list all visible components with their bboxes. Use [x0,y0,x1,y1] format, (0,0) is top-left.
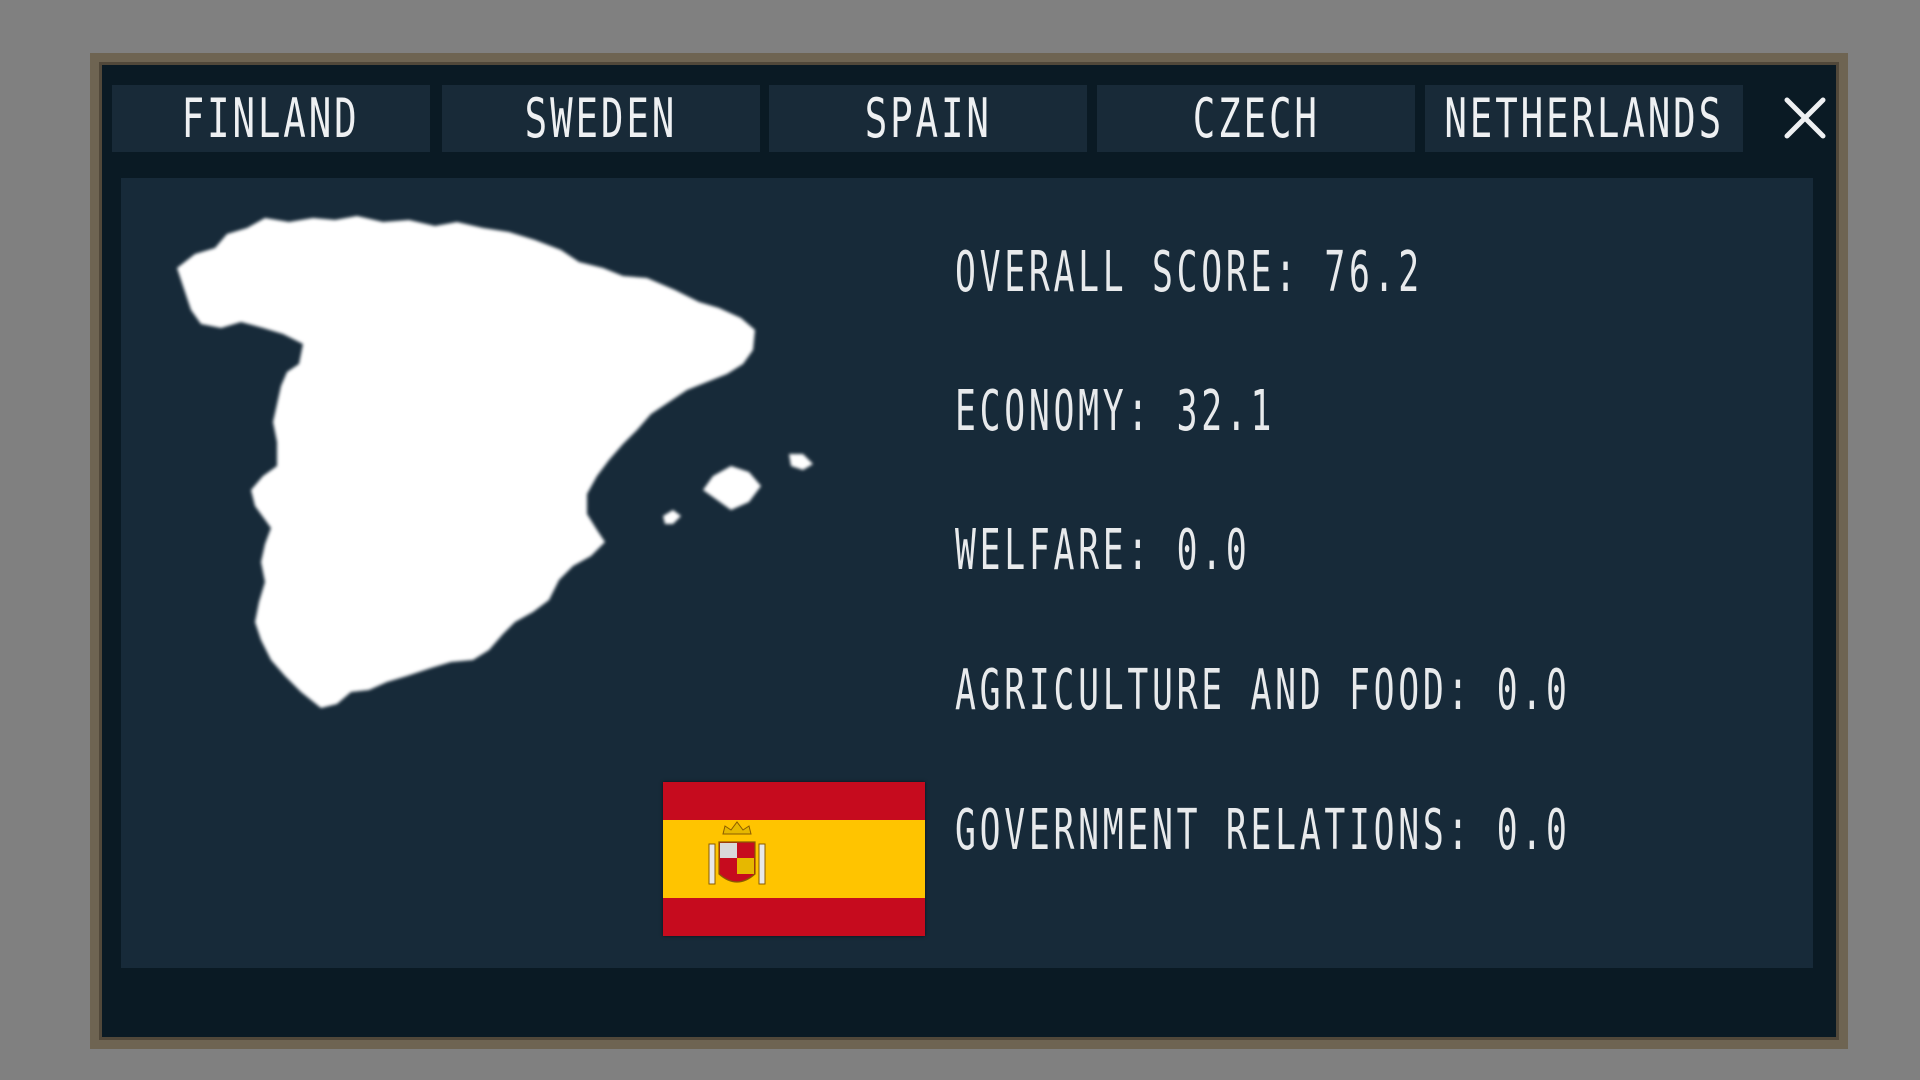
tab-spain[interactable]: SPAIN [769,85,1087,152]
close-button[interactable] [1777,90,1835,148]
tab-sweden[interactable]: SWEDEN [442,85,760,152]
tab-czech[interactable]: CZECH [1097,85,1415,152]
close-icon [1784,97,1826,139]
tab-label: SWEDEN [524,87,678,150]
tab-label: FINLAND [182,87,360,150]
tab-finland[interactable]: FINLAND [112,85,430,152]
agriculture-food-stat: AGRICULTURE AND FOOD: 0.0 [955,658,1571,723]
tab-label: NETHERLANDS [1444,87,1724,150]
country-info-panel: OVERALL SCORE: 76.2 ECONOMY: 32.1 WELFAR… [121,178,1813,968]
spain-flag [663,782,925,936]
spain-map [177,216,813,708]
economy-stat: ECONOMY: 32.1 [955,379,1276,444]
tab-label: SPAIN [864,87,992,150]
welfare-stat: WELFARE: 0.0 [955,518,1251,583]
overall-score-stat: OVERALL SCORE: 76.2 [955,240,1423,305]
country-stats-window: FINLAND SWEDEN SPAIN CZECH NETHERLANDS [90,53,1848,1049]
tab-label: CZECH [1192,87,1320,150]
government-relations-stat: GOVERNMENT RELATIONS: 0.0 [955,798,1571,863]
coat-of-arms-icon [708,821,766,885]
tab-netherlands[interactable]: NETHERLANDS [1425,85,1743,152]
